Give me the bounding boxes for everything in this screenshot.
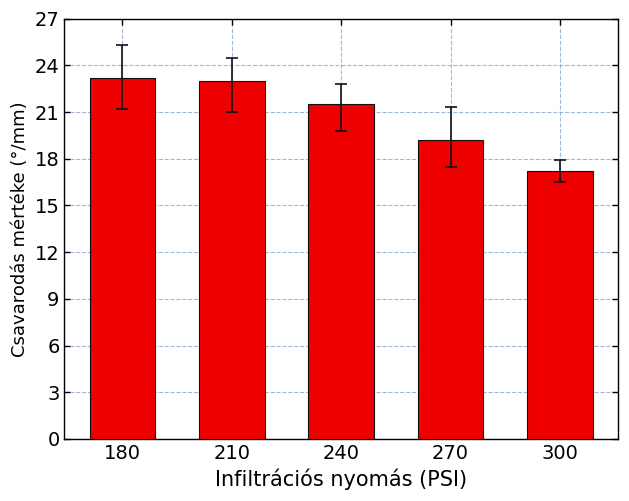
X-axis label: Infiltrációs nyomás (PSI): Infiltrációs nyomás (PSI)	[215, 468, 467, 490]
Bar	[308, 104, 374, 439]
Bar	[418, 140, 483, 439]
Bar	[527, 171, 593, 439]
Bar	[89, 78, 155, 439]
Y-axis label: Csavarodás mértéke (°/mm): Csavarodás mértéke (°/mm)	[11, 101, 29, 357]
Bar	[199, 81, 265, 439]
